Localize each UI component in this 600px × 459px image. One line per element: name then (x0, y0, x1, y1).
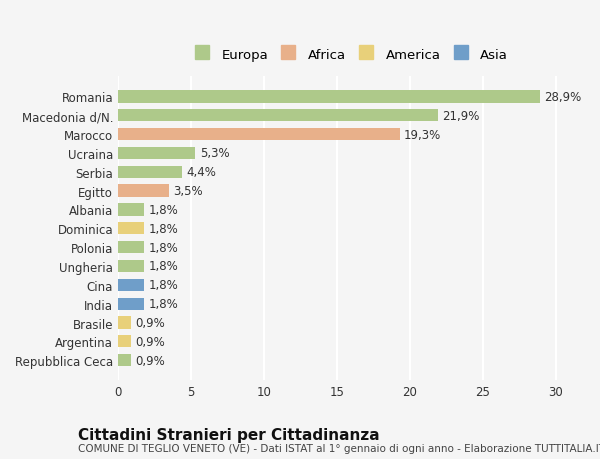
Text: 0,9%: 0,9% (136, 316, 165, 329)
Bar (118, 260, 144, 273)
Bar (118, 241, 144, 254)
Legend: Europa, Africa, America, Asia: Europa, Africa, America, Asia (191, 45, 512, 66)
Text: 28,9%: 28,9% (544, 91, 581, 104)
Text: 0,9%: 0,9% (136, 354, 165, 367)
Bar (118, 204, 144, 216)
Bar (118, 91, 540, 103)
Text: 0,9%: 0,9% (136, 335, 165, 348)
Bar (118, 336, 131, 348)
Bar (118, 223, 144, 235)
Bar (118, 354, 131, 367)
Bar (118, 110, 437, 122)
Text: Cittadini Stranieri per Cittadinanza: Cittadini Stranieri per Cittadinanza (78, 427, 380, 442)
Text: 19,3%: 19,3% (404, 128, 441, 141)
Text: 1,8%: 1,8% (149, 203, 178, 217)
Text: 5,3%: 5,3% (200, 147, 229, 160)
Text: 1,8%: 1,8% (149, 222, 178, 235)
Text: 4,4%: 4,4% (187, 166, 217, 179)
Bar (118, 298, 144, 310)
Bar (118, 185, 169, 197)
Text: 1,8%: 1,8% (149, 297, 178, 310)
Text: 21,9%: 21,9% (442, 110, 479, 123)
Bar (118, 147, 196, 160)
Text: 1,8%: 1,8% (149, 241, 178, 254)
Text: 1,8%: 1,8% (149, 260, 178, 273)
Bar (118, 129, 400, 141)
Text: 3,5%: 3,5% (173, 185, 203, 198)
Text: 1,8%: 1,8% (149, 279, 178, 291)
Bar (118, 166, 182, 179)
Bar (118, 279, 144, 291)
Text: COMUNE DI TEGLIO VENETO (VE) - Dati ISTAT al 1° gennaio di ogni anno - Elaborazi: COMUNE DI TEGLIO VENETO (VE) - Dati ISTA… (78, 443, 600, 453)
Bar (118, 317, 131, 329)
